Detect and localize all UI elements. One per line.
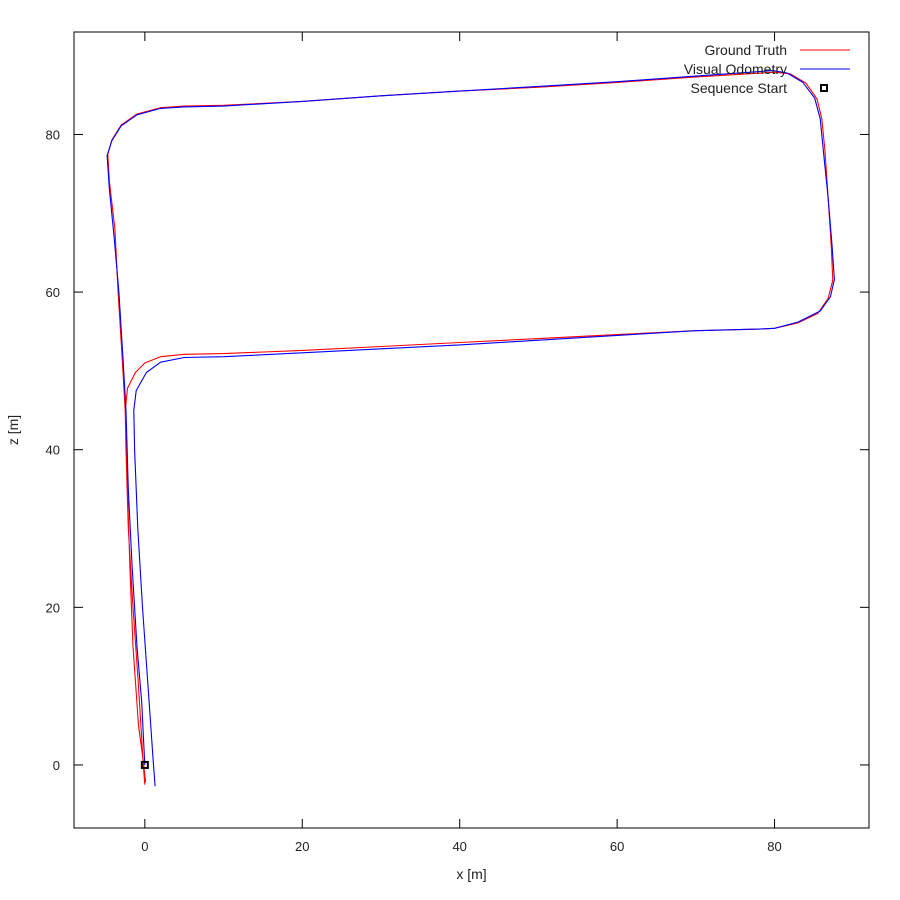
legend-label-ground-truth: Ground Truth [705, 42, 788, 58]
series-line-ground-truth [107, 71, 834, 785]
sequence-start-marker [140, 760, 149, 769]
plot-frame [73, 31, 870, 829]
series-line-visual-odometry [106, 70, 835, 787]
tick-labels: 0 20 40 60 80 0 20 40 60 80 [46, 127, 782, 854]
x-axis-label: x [m] [456, 866, 486, 882]
x-tick-label: 80 [767, 839, 781, 854]
y-tick-label: 20 [46, 600, 60, 615]
x-tick-label: 40 [452, 839, 466, 854]
x-tick-label: 20 [295, 839, 309, 854]
x-tick-label: 0 [141, 839, 148, 854]
y-tick-label: 80 [46, 127, 60, 142]
axis-ticks [74, 32, 869, 828]
series-group [106, 70, 835, 787]
y-tick-label: 0 [53, 758, 60, 773]
y-tick-label: 60 [46, 285, 60, 300]
x-tick-label: 60 [610, 839, 624, 854]
legend-label-visual-odometry: Visual Odometry [684, 61, 787, 77]
legend-label-sequence-start: Sequence Start [690, 80, 787, 96]
marker-group [140, 760, 149, 769]
legend: Ground Truth Visual Odometry Sequence Star… [684, 42, 850, 96]
legend-swatch-sequence-start [820, 84, 828, 92]
y-tick-label: 40 [46, 443, 60, 458]
y-axis-label: z [m] [5, 415, 21, 445]
